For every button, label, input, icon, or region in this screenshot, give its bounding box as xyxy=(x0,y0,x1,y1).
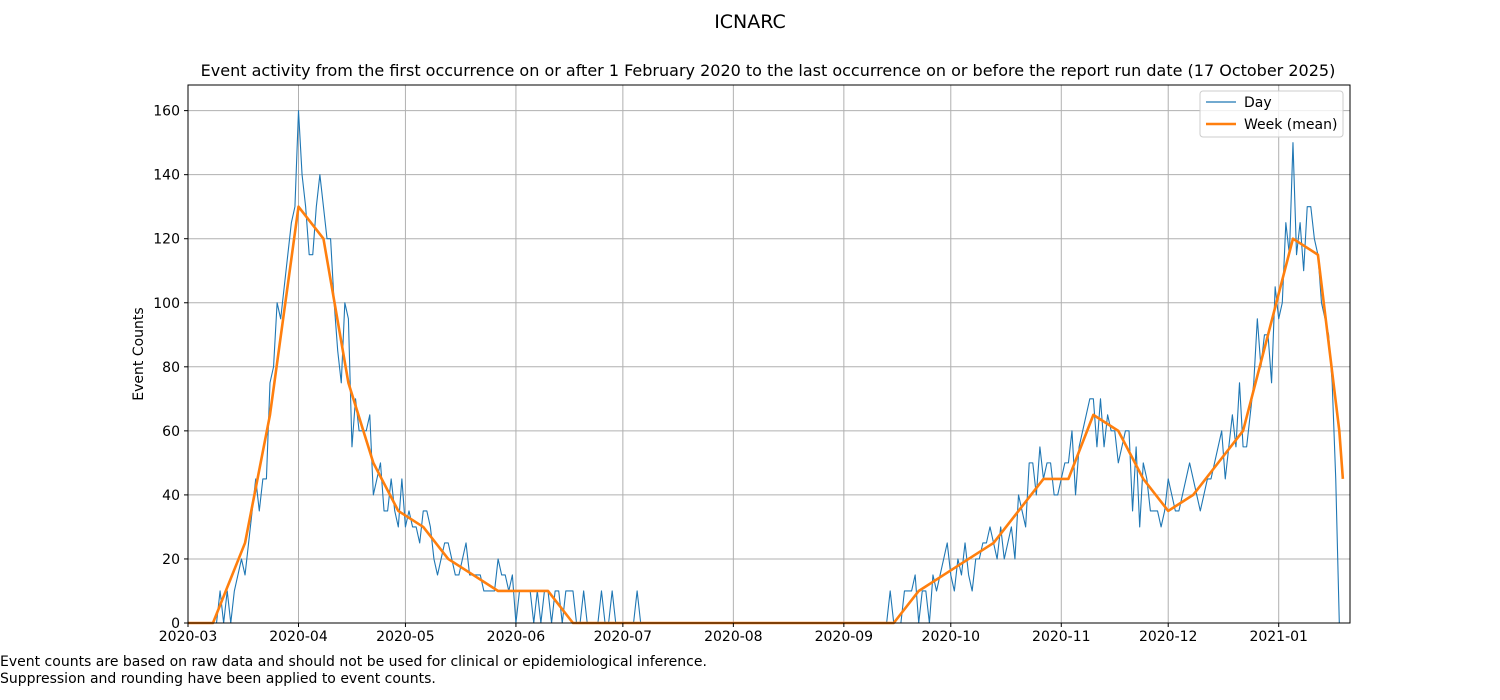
legend: Day Week (mean) xyxy=(1199,90,1344,138)
y-tick-label: 160 xyxy=(153,104,180,120)
x-tick-label: 2020-07 xyxy=(594,629,653,645)
y-tick-label: 20 xyxy=(162,552,180,568)
x-tick-label: 2020-09 xyxy=(815,629,874,645)
y-tick-label: 100 xyxy=(153,296,180,312)
y-tick-label: 60 xyxy=(162,424,180,440)
x-axis: 2020-03 2020-04 2020-05 2020-06 2020-07 2020-… xyxy=(159,623,1308,645)
y-tick-label: 140 xyxy=(153,168,180,184)
plot-frame xyxy=(187,84,1351,624)
x-tick-label: 2020-10 xyxy=(922,629,981,645)
chart-title: Event activity from the first occurrence… xyxy=(201,61,1336,80)
x-tick-label: 2020-12 xyxy=(1139,629,1198,645)
footnote-disclaimer: Event counts are based on raw data and s… xyxy=(0,654,707,670)
x-tick-label: 2020-06 xyxy=(487,629,546,645)
grid xyxy=(187,85,1350,624)
x-tick-label: 2021-01 xyxy=(1249,629,1308,645)
y-axis: 0 20 40 60 80 100 120 140 160 xyxy=(153,104,188,632)
x-tick-label: 2020-08 xyxy=(704,629,763,645)
x-tick-label: 2020-05 xyxy=(376,629,435,645)
x-tick-label: 2020-11 xyxy=(1032,629,1091,645)
legend-label-day: Day xyxy=(1244,95,1272,111)
y-tick-label: 120 xyxy=(153,232,180,248)
y-tick-label: 80 xyxy=(162,360,180,376)
x-tick-label: 2020-04 xyxy=(269,629,328,645)
footnote-suppression: Suppression and rounding have been appli… xyxy=(0,671,436,687)
y-tick-label: 40 xyxy=(162,488,180,504)
y-tick-label: 0 xyxy=(171,616,180,632)
series-week-line xyxy=(188,205,1345,625)
y-axis-label: Event Counts xyxy=(131,307,147,400)
x-tick-label: 2020-03 xyxy=(159,629,218,645)
chart-suptitle: ICNARC xyxy=(714,11,786,33)
legend-label-week: Week (mean) xyxy=(1244,117,1337,133)
